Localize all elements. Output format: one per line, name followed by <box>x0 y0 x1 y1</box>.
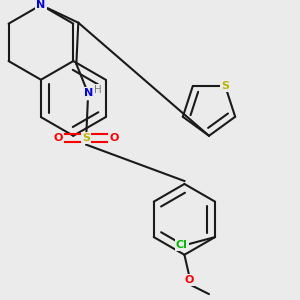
Text: S: S <box>221 81 229 91</box>
Text: S: S <box>82 133 90 143</box>
Text: O: O <box>54 133 63 143</box>
Text: N: N <box>36 0 46 10</box>
Text: N: N <box>83 88 93 98</box>
Text: O: O <box>184 275 194 285</box>
Text: Cl: Cl <box>176 240 188 250</box>
Text: O: O <box>109 133 118 143</box>
Text: H: H <box>94 85 102 94</box>
